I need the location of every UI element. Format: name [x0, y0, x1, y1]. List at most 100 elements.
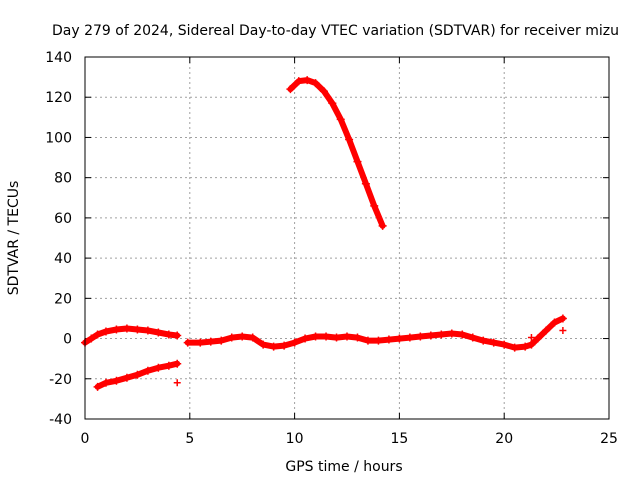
data-point — [353, 333, 362, 342]
y-tick-label: -40 — [49, 412, 72, 428]
data-point — [87, 334, 96, 343]
outlier-point — [559, 327, 567, 335]
data-point — [143, 326, 152, 335]
data-point — [521, 342, 530, 351]
data-point — [558, 314, 567, 323]
series-pass-4 — [286, 76, 387, 230]
data-point — [343, 332, 351, 341]
series-pass-1 — [81, 324, 182, 347]
data-point — [345, 135, 354, 144]
data-point — [154, 328, 163, 337]
y-axis-label: SDTVAR / TECUs — [6, 181, 22, 296]
data-point — [332, 333, 341, 342]
y-tick-label: 0 — [63, 332, 72, 348]
x-tick-label: 25 — [600, 431, 618, 447]
data-point — [533, 334, 542, 343]
data-point — [370, 201, 379, 210]
y-tick-label: 20 — [54, 291, 72, 307]
data-point — [112, 325, 121, 334]
data-point — [227, 333, 236, 342]
chart-title: Day 279 of 2024, Sidereal Day-to-day VTE… — [52, 23, 619, 39]
series-line — [287, 77, 386, 229]
data-point — [173, 359, 182, 368]
data-point — [173, 331, 182, 340]
plot-frame — [84, 56, 610, 420]
data-point — [294, 77, 303, 86]
data-point — [489, 338, 498, 347]
data-point — [510, 343, 519, 352]
data-point — [101, 378, 110, 387]
outlier-point — [527, 334, 535, 342]
x-tick-label: 10 — [286, 431, 304, 447]
data-point — [217, 336, 226, 345]
x-tick-label: 0 — [81, 431, 90, 447]
data-point — [164, 361, 173, 370]
data-point — [93, 382, 102, 391]
data-point — [378, 221, 387, 230]
chart-series — [81, 76, 567, 391]
series-line — [82, 325, 181, 346]
data-point — [384, 335, 393, 344]
data-point — [374, 336, 383, 345]
data-point — [164, 330, 173, 339]
data-point — [101, 327, 110, 336]
x-tick-label: 20 — [495, 431, 513, 447]
data-point — [112, 376, 121, 385]
data-point — [248, 333, 257, 342]
data-point — [183, 338, 192, 347]
data-point — [500, 340, 509, 349]
x-tick-label: 5 — [185, 431, 194, 447]
data-point — [311, 79, 320, 88]
series-pass-3 — [183, 314, 567, 352]
data-point — [458, 330, 467, 339]
data-point — [468, 333, 477, 342]
y-tick-label: 100 — [45, 130, 72, 146]
y-tick-label: 60 — [54, 211, 72, 227]
data-point — [550, 318, 559, 327]
data-point — [361, 179, 370, 188]
data-point — [416, 332, 425, 341]
data-point — [280, 341, 289, 350]
data-point — [122, 324, 131, 333]
data-point — [437, 330, 446, 339]
data-point — [353, 157, 362, 166]
y-tick-label: 80 — [54, 171, 72, 187]
outlier-point — [173, 379, 181, 387]
data-point — [363, 336, 372, 345]
y-tick-label: 120 — [45, 90, 72, 106]
data-point — [133, 370, 142, 379]
data-point — [286, 85, 295, 94]
data-point — [238, 332, 247, 341]
data-point — [143, 366, 152, 375]
data-point — [290, 338, 299, 347]
x-axis-label: GPS time / hours — [285, 459, 402, 475]
data-point — [447, 329, 456, 338]
data-point — [479, 336, 488, 345]
y-tick-label: 140 — [45, 50, 72, 66]
y-tick-label: -20 — [49, 372, 72, 388]
data-point — [311, 332, 320, 341]
data-point — [93, 330, 102, 339]
data-point — [301, 334, 310, 343]
data-point — [527, 340, 536, 349]
data-point — [405, 333, 414, 342]
series-pass-2 — [93, 359, 182, 391]
data-point — [395, 334, 404, 343]
series-outliers — [173, 327, 567, 387]
chart-grid — [85, 57, 609, 419]
data-point — [319, 87, 328, 96]
data-point — [303, 76, 312, 85]
data-point — [542, 326, 551, 335]
data-point — [336, 115, 345, 124]
data-point — [426, 331, 435, 340]
x-tick-label: 15 — [390, 431, 408, 447]
data-point — [154, 363, 163, 372]
data-point — [133, 325, 142, 334]
y-tick-label: 40 — [54, 251, 72, 267]
data-point — [322, 332, 331, 341]
data-point — [122, 373, 131, 382]
data-point — [206, 337, 215, 346]
series-line — [184, 315, 566, 351]
data-point — [259, 340, 268, 349]
